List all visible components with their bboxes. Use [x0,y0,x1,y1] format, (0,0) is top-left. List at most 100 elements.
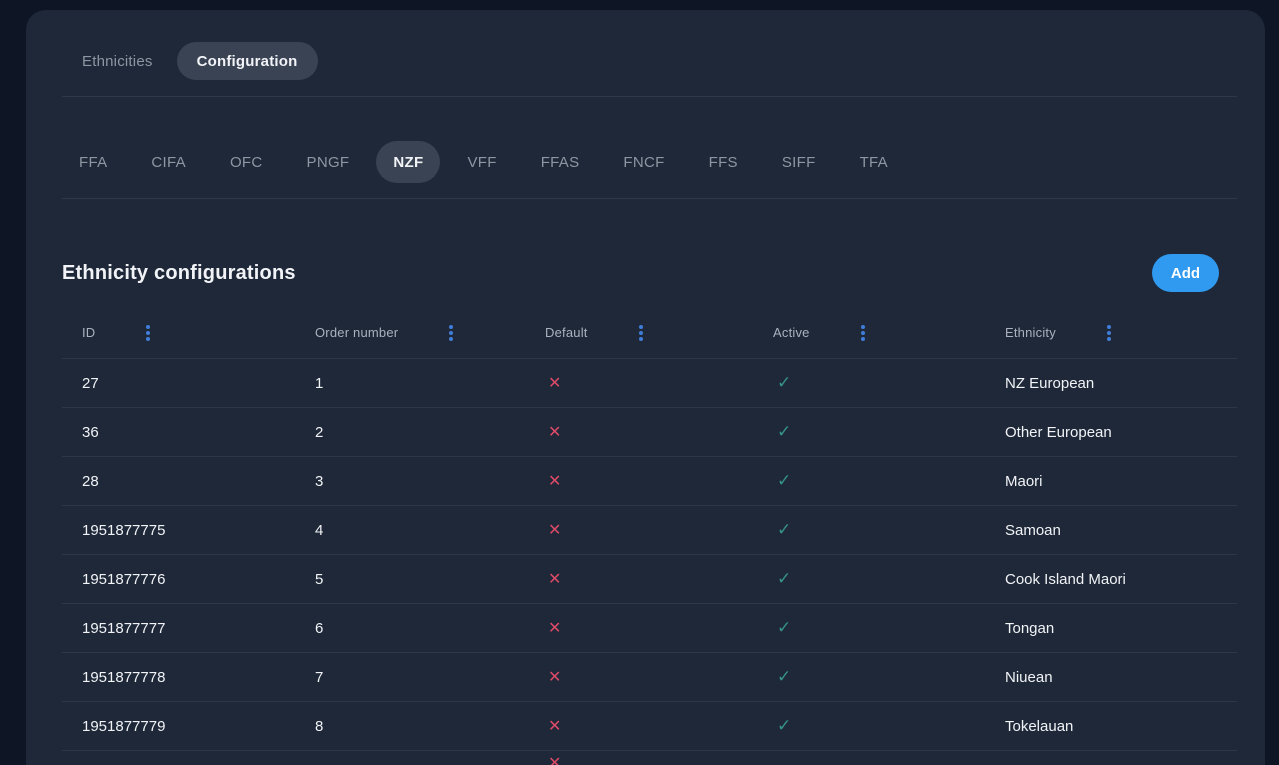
cross-icon: ✕ [548,571,561,588]
cell-default: ✕ [522,424,750,441]
table-row: 1951877777 6 ✕ ✓ Tongan [62,604,1237,653]
tab-nzf[interactable]: NZF [376,141,440,183]
check-icon: ✓ [777,471,791,490]
page-title: Ethnicity configurations [62,262,296,285]
top-tab-bar: Ethnicities Configuration [62,42,1237,80]
cell-id [62,751,292,755]
divider [62,198,1237,199]
column-menu-icon[interactable] [1104,322,1114,344]
table-row: 1951877776 5 ✕ ✓ Cook Island Maori [62,555,1237,604]
cross-icon: ✕ [548,755,561,765]
check-icon: ✓ [777,716,791,735]
table-row-partial: ✕ [62,751,1237,765]
table-row: 1951877775 4 ✕ ✓ Samoan [62,506,1237,555]
tab-ffas[interactable]: FFAS [524,141,597,183]
federation-tab-bar: FFA CIFA OFC PNGF NZF VFF FFAS FNCF FFS … [62,141,1237,183]
cell-active: ✓ [750,668,982,686]
table-row: 28 3 ✕ ✓ Maori [62,457,1237,506]
tab-pngf[interactable]: PNGF [290,141,367,183]
cell-order: 8 [292,718,522,735]
cell-order: 6 [292,620,522,637]
table-row: 27 1 ✕ ✓ NZ European [62,359,1237,408]
column-header-order-number: Order number [292,322,522,344]
cell-id: 1951877776 [62,571,292,588]
table-row: 1951877778 7 ✕ ✓ Niuean [62,653,1237,702]
cell-active [750,751,982,755]
cell-id: 1951877775 [62,522,292,539]
cell-ethnicity: Tokelauan [982,718,1237,735]
section-header: Ethnicity configurations Add [62,253,1237,293]
cell-ethnicity: Tongan [982,620,1237,637]
check-icon: ✓ [777,520,791,539]
cell-order: 5 [292,571,522,588]
cross-icon: ✕ [548,669,561,686]
cell-default: ✕ [522,620,750,637]
cell-order: 7 [292,669,522,686]
tab-tfa[interactable]: TFA [843,141,905,183]
column-menu-icon[interactable] [143,322,153,344]
column-header-active: Active [750,322,982,344]
cell-ethnicity: NZ European [982,375,1237,392]
tab-cifa[interactable]: CIFA [134,141,203,183]
table-row: 36 2 ✕ ✓ Other European [62,408,1237,457]
column-header-id: ID [62,322,292,344]
cell-id: 28 [62,473,292,490]
cross-icon: ✕ [548,718,561,735]
cell-ethnicity: Maori [982,473,1237,490]
cell-ethnicity: Cook Island Maori [982,571,1237,588]
cell-id: 1951877778 [62,669,292,686]
table-row: 1951877779 8 ✕ ✓ Tokelauan [62,702,1237,751]
check-icon: ✓ [777,422,791,441]
cross-icon: ✕ [548,522,561,539]
tab-fncf[interactable]: FNCF [606,141,681,183]
ethnicity-config-table: ID Order number Default Active Ethnicity [62,307,1237,765]
column-menu-icon[interactable] [446,322,456,344]
cell-id: 36 [62,424,292,441]
check-icon: ✓ [777,373,791,392]
cell-active: ✓ [750,472,982,490]
add-button[interactable]: Add [1152,254,1219,292]
cell-default: ✕ [522,669,750,686]
cell-id: 1951877779 [62,718,292,735]
cell-active: ✓ [750,619,982,637]
column-menu-icon[interactable] [636,322,646,344]
cross-icon: ✕ [548,473,561,490]
tab-ffa[interactable]: FFA [62,141,124,183]
cell-default: ✕ [522,571,750,588]
cell-id: 27 [62,375,292,392]
check-icon: ✓ [777,569,791,588]
cell-active: ✓ [750,374,982,392]
cross-icon: ✕ [548,375,561,392]
tab-siff[interactable]: SIFF [765,141,833,183]
cell-order: 3 [292,473,522,490]
cell-default: ✕ [522,718,750,735]
cell-active: ✓ [750,570,982,588]
column-header-default: Default [522,322,750,344]
cell-default: ✕ [522,473,750,490]
cell-ethnicity [982,751,1237,755]
cell-default: ✕ [522,751,750,765]
check-icon: ✓ [777,667,791,686]
tab-vff[interactable]: VFF [450,141,513,183]
tab-ffs[interactable]: FFS [692,141,755,183]
main-panel: Ethnicities Configuration FFA CIFA OFC P… [26,10,1265,765]
cell-default: ✕ [522,522,750,539]
column-menu-icon[interactable] [858,322,868,344]
divider [62,96,1237,97]
cell-id: 1951877777 [62,620,292,637]
tab-ofc[interactable]: OFC [213,141,280,183]
cross-icon: ✕ [548,424,561,441]
cell-order: 4 [292,522,522,539]
check-icon: ✓ [777,618,791,637]
cell-order: 2 [292,424,522,441]
column-header-ethnicity: Ethnicity [982,322,1237,344]
cell-active: ✓ [750,717,982,735]
cell-active: ✓ [750,423,982,441]
cell-order [292,751,522,755]
table-header-row: ID Order number Default Active Ethnicity [62,307,1237,359]
cell-ethnicity: Samoan [982,522,1237,539]
tab-configuration[interactable]: Configuration [177,42,318,80]
cell-ethnicity: Other European [982,424,1237,441]
tab-ethnicities[interactable]: Ethnicities [62,42,173,80]
cell-active: ✓ [750,521,982,539]
